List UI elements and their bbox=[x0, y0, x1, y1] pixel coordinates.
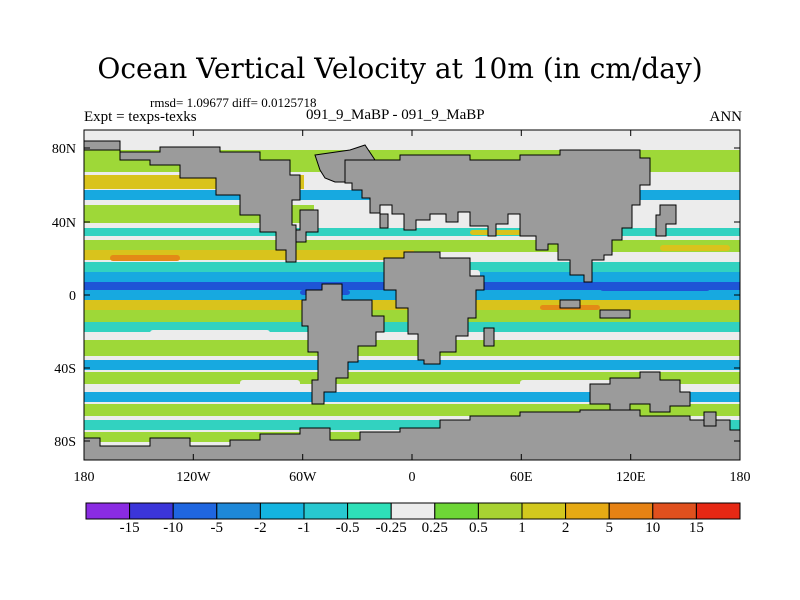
lat-tick-label: 80S bbox=[54, 435, 76, 450]
lat-tick-label: 0 bbox=[69, 289, 76, 304]
velocity-band-7 bbox=[84, 250, 414, 260]
land-mass-10 bbox=[84, 409, 740, 460]
colorbar-swatch-14 bbox=[652, 502, 697, 520]
colorbar-swatch-11 bbox=[521, 502, 567, 520]
lon-tick-label: 0 bbox=[409, 470, 416, 485]
colorbar-swatch-3 bbox=[172, 502, 218, 520]
lon-tick-label: 120E bbox=[616, 470, 646, 485]
land-mass-4 bbox=[295, 209, 319, 243]
land-mass-3 bbox=[344, 149, 651, 283]
lon-tick-label: 60E bbox=[510, 470, 533, 485]
colorbar-label: 5 bbox=[605, 520, 613, 536]
velocity-band-16 bbox=[84, 360, 740, 370]
colorbar-swatch-9 bbox=[434, 502, 479, 520]
colorbar-label: -15 bbox=[120, 520, 140, 536]
land-mass-13 bbox=[703, 411, 717, 427]
colorbar-swatch-5 bbox=[259, 502, 305, 520]
colorbar-swatch-2 bbox=[129, 502, 174, 520]
velocity-anomaly-10 bbox=[240, 380, 300, 390]
colorbar-swatch-15 bbox=[695, 502, 741, 520]
velocity-anomaly-1 bbox=[110, 255, 180, 261]
colorbar-label: 0.25 bbox=[422, 520, 448, 536]
rmsd-diff-stats: rmsd= 1.09677 diff= 0.0125718 bbox=[150, 95, 317, 110]
colorbar-label: 0.5 bbox=[469, 520, 488, 536]
lat-tick-label: 40S bbox=[54, 362, 76, 377]
colorbar: -15 -10 -5 -2 -1 -0.5 -0.25 0.25 0.5 1 2 5 10 15 bbox=[85, 502, 741, 536]
colorbar-label: -0.5 bbox=[336, 520, 360, 536]
colorbar-swatch-10 bbox=[477, 502, 523, 520]
lon-tick-label: 120W bbox=[176, 470, 211, 485]
land-mass-6 bbox=[383, 251, 485, 365]
colorbar-label: -2 bbox=[254, 520, 267, 536]
land-mass-14 bbox=[379, 213, 389, 229]
colorbar-swatch-7 bbox=[347, 502, 392, 520]
land-mass-9 bbox=[599, 309, 631, 319]
velocity-anomaly-2 bbox=[600, 285, 710, 291]
colorbar-swatch-12 bbox=[565, 502, 610, 520]
plot-title: Ocean Vertical Velocity at 10m (in cm/da… bbox=[97, 52, 703, 85]
lat-tick-label: 40N bbox=[52, 216, 76, 231]
velocity-band-18 bbox=[84, 392, 740, 402]
velocity-band-15 bbox=[84, 340, 740, 356]
colorbar-swatch-13 bbox=[608, 502, 654, 520]
land-mass-1 bbox=[84, 140, 301, 263]
lon-tick-label: 60W bbox=[289, 470, 317, 485]
velocity-band-5 bbox=[84, 228, 740, 236]
land-mass-8 bbox=[559, 299, 581, 309]
runs-label: 091_9_MaBP - 091_9_MaBP bbox=[306, 107, 485, 123]
lat-tick-label: 80N bbox=[52, 142, 76, 157]
colorbar-swatch-1 bbox=[85, 502, 131, 520]
experiment-label: Expt = texps-texks bbox=[84, 109, 197, 125]
colorbar-label: 1 bbox=[518, 520, 526, 536]
velocity-anomaly-6 bbox=[660, 245, 730, 251]
colorbar-swatch-6 bbox=[303, 502, 349, 520]
colorbar-label: 10 bbox=[645, 520, 660, 536]
season-label: ANN bbox=[709, 109, 743, 125]
land-masses bbox=[84, 140, 740, 460]
longitude-axis: 180 120W 60W 0 60E 120E 180 bbox=[74, 130, 751, 485]
latitude-axis: 80N 40N 0 40S 80S bbox=[52, 142, 740, 450]
map-field bbox=[84, 130, 740, 460]
colorbar-swatch-8 bbox=[390, 502, 436, 520]
colorbar-label: -5 bbox=[211, 520, 224, 536]
colorbar-label: 15 bbox=[689, 520, 704, 536]
lon-tick-label: 180 bbox=[74, 470, 95, 485]
land-mass-11 bbox=[655, 204, 677, 237]
colorbar-label: -10 bbox=[163, 520, 183, 536]
land-mass-12 bbox=[483, 327, 495, 347]
velocity-anomaly-8 bbox=[150, 330, 270, 340]
colorbar-label: 2 bbox=[562, 520, 570, 536]
colorbar-swatch-4 bbox=[216, 502, 261, 520]
velocity-band-20 bbox=[84, 420, 740, 430]
velocity-band-19 bbox=[84, 404, 740, 416]
lon-tick-label: 180 bbox=[730, 470, 751, 485]
land-mass-5 bbox=[301, 283, 385, 405]
colorbar-label: -0.25 bbox=[376, 520, 407, 536]
colorbar-label: -1 bbox=[298, 520, 311, 536]
